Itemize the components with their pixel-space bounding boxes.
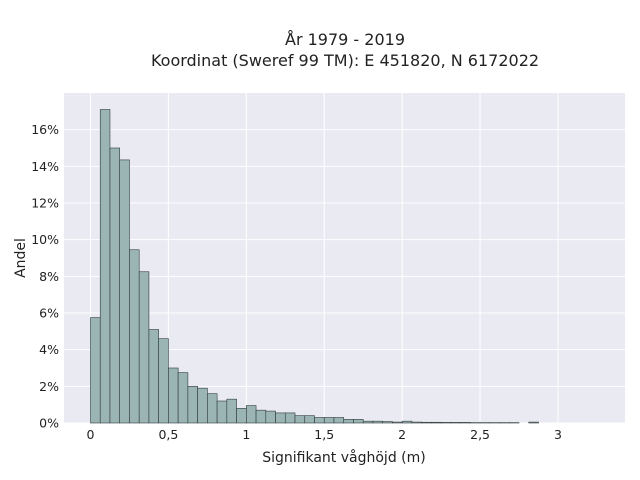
y-axis-label: Andel: [13, 238, 29, 278]
histogram-bar: [207, 393, 218, 424]
y-tick-label: 4%: [39, 342, 59, 357]
histogram-bar: [333, 417, 345, 424]
x-tick-label: 0: [87, 427, 95, 442]
histogram-bar: [109, 147, 121, 424]
histogram-bar: [119, 159, 130, 424]
histogram-bar: [177, 372, 189, 424]
histogram-bar: [99, 109, 111, 424]
histogram-bar: [372, 420, 383, 424]
x-tick-label: 2: [398, 427, 406, 442]
histogram-bar: [460, 422, 471, 424]
histogram-bars: [90, 109, 539, 424]
histogram-bar: [362, 420, 374, 424]
histogram-bar: [275, 412, 286, 424]
y-tick-label: 12%: [31, 196, 59, 211]
y-tick-label: 0%: [39, 416, 59, 431]
histogram-bar: [343, 419, 354, 424]
y-tick-label: 10%: [31, 232, 59, 247]
histogram-bar: [528, 421, 539, 424]
histogram-bar: [392, 421, 403, 424]
y-tick-label: 14%: [31, 159, 59, 174]
histogram-bar: [265, 410, 276, 424]
histogram-bar: [148, 329, 159, 424]
histogram-bar: [401, 420, 413, 424]
histogram-bar: [323, 417, 335, 424]
histogram-bar: [187, 386, 198, 424]
histogram-bar: [168, 367, 179, 424]
x-tick-label: 1: [242, 427, 250, 442]
histogram-bar: [246, 405, 257, 424]
y-axis-ticks: 0% 2% 4% 6% 8% 10% 12% 14% 16%: [31, 122, 59, 430]
y-tick-label: 16%: [31, 122, 59, 137]
x-tick-label: 1,5: [314, 427, 334, 442]
y-tick-label: 2%: [39, 379, 59, 394]
chart-title: År 1979 - 2019: [285, 30, 405, 49]
x-tick-label: 3: [554, 427, 562, 442]
x-axis-label: Signifikant våghöjd (m): [262, 449, 425, 466]
histogram-bar: [440, 422, 452, 424]
chart-subtitle: Koordinat (Sweref 99 TM): E 451820, N 61…: [151, 51, 539, 70]
histogram-bar: [129, 249, 140, 424]
histogram-bar: [216, 400, 228, 424]
histogram-bar: [284, 412, 296, 424]
x-axis-ticks: 0 0,5 1 1,5 2 2,5 3: [87, 427, 562, 442]
histogram-bar: [138, 271, 150, 424]
histogram-bar: [255, 409, 267, 424]
histogram-bar: [226, 398, 237, 424]
histogram-bar: [294, 415, 306, 424]
histogram-bar: [382, 421, 393, 424]
histogram-bar: [90, 317, 101, 424]
histogram-bar: [450, 422, 461, 424]
histogram-bar: [411, 421, 422, 424]
histogram-bar: [304, 415, 315, 424]
histogram-bar: [431, 421, 442, 424]
x-tick-label: 0,5: [158, 427, 178, 442]
histogram-bar: [353, 419, 364, 424]
histogram-bar: [314, 417, 325, 424]
x-tick-label: 2,5: [470, 427, 490, 442]
y-tick-label: 8%: [39, 269, 59, 284]
histogram-bar: [158, 338, 169, 424]
histogram-bar: [236, 408, 247, 424]
histogram-bar: [421, 421, 432, 424]
y-tick-label: 6%: [39, 306, 59, 321]
histogram-bar: [197, 387, 208, 424]
